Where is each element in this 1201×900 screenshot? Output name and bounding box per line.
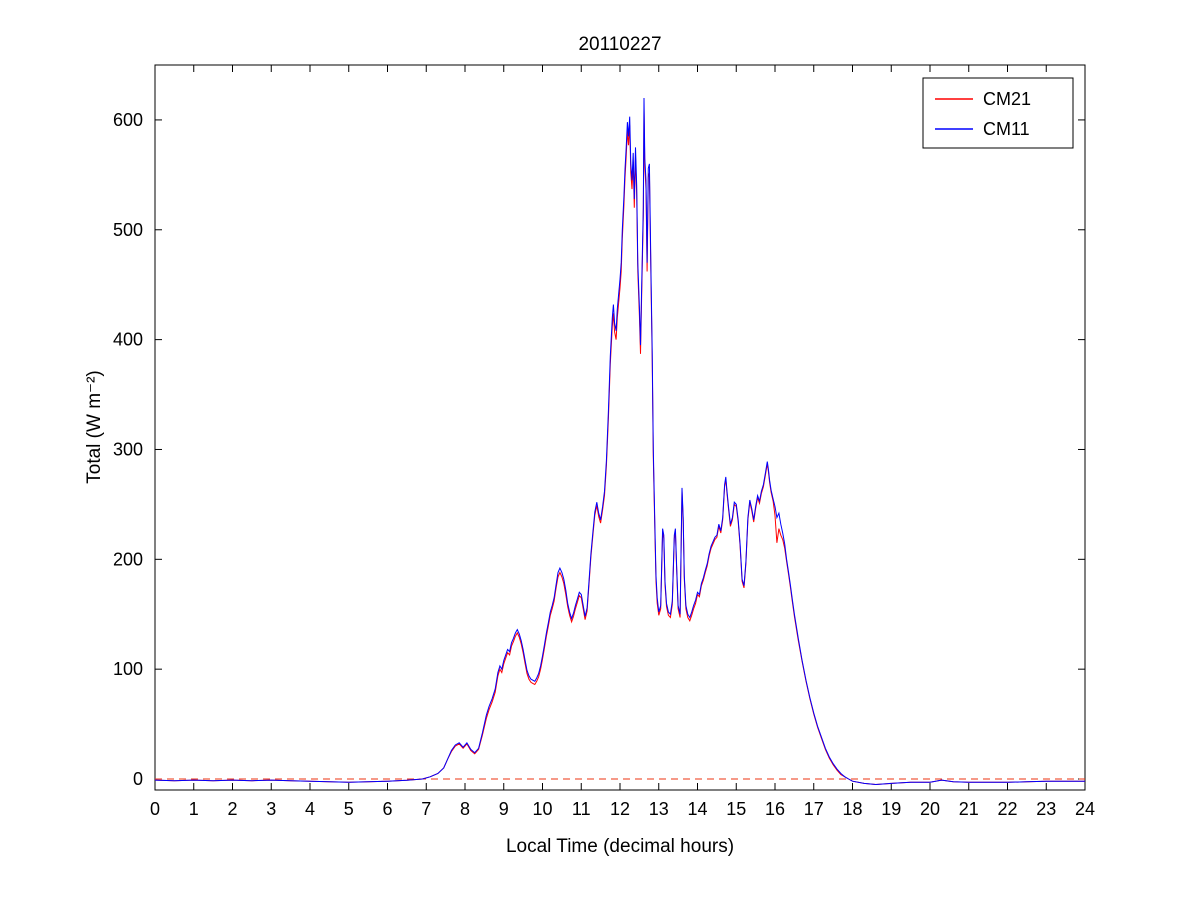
y-tick-label: 300	[113, 439, 143, 459]
y-tick-label: 200	[113, 549, 143, 569]
x-tick-label: 16	[765, 799, 785, 819]
y-tick-label: 100	[113, 659, 143, 679]
series-line-cm21	[154, 108, 1085, 786]
x-tick-label: 18	[842, 799, 862, 819]
x-tick-label: 20	[920, 799, 940, 819]
x-tick-label: 11	[572, 799, 591, 819]
x-tick-label: 0	[150, 799, 160, 819]
x-tick-label: 24	[1075, 799, 1095, 819]
x-tick-label: 3	[266, 799, 276, 819]
x-tick-label: 2	[227, 799, 237, 819]
x-tick-label: 15	[726, 799, 746, 819]
x-axis-label: Local Time (decimal hours)	[506, 836, 734, 857]
legend-label-cm21: CM21	[983, 89, 1031, 109]
x-tick-label: 1	[189, 799, 199, 819]
x-tick-label: 9	[499, 799, 509, 819]
x-tick-label: 10	[532, 799, 552, 819]
series-line-cm11	[154, 97, 1085, 786]
x-tick-label: 17	[804, 799, 824, 819]
x-tick-label: 22	[997, 799, 1017, 819]
y-tick-label: 400	[113, 330, 143, 350]
x-tick-label: 5	[344, 799, 354, 819]
legend-box	[922, 77, 1074, 149]
x-tick-label: 14	[687, 799, 707, 819]
x-tick-label: 13	[649, 799, 669, 819]
x-tick-label: 19	[881, 799, 901, 819]
legend-label-cm11: CM11	[983, 119, 1030, 139]
y-axis-label: Total (W m⁻²)	[84, 370, 105, 483]
x-tick-label: 23	[1036, 799, 1056, 819]
y-tick-label: 0	[133, 769, 143, 789]
plot-frame	[154, 64, 1086, 791]
x-tick-label: 4	[305, 799, 315, 819]
y-tick-label: 600	[113, 110, 143, 130]
x-tick-label: 7	[421, 799, 431, 819]
x-tick-label: 12	[610, 799, 630, 819]
x-tick-label: 8	[460, 799, 470, 819]
x-tick-label: 21	[959, 799, 979, 819]
y-tick-label: 500	[113, 220, 143, 240]
chart-title: 20110227	[578, 34, 661, 55]
x-tick-label: 6	[382, 799, 392, 819]
